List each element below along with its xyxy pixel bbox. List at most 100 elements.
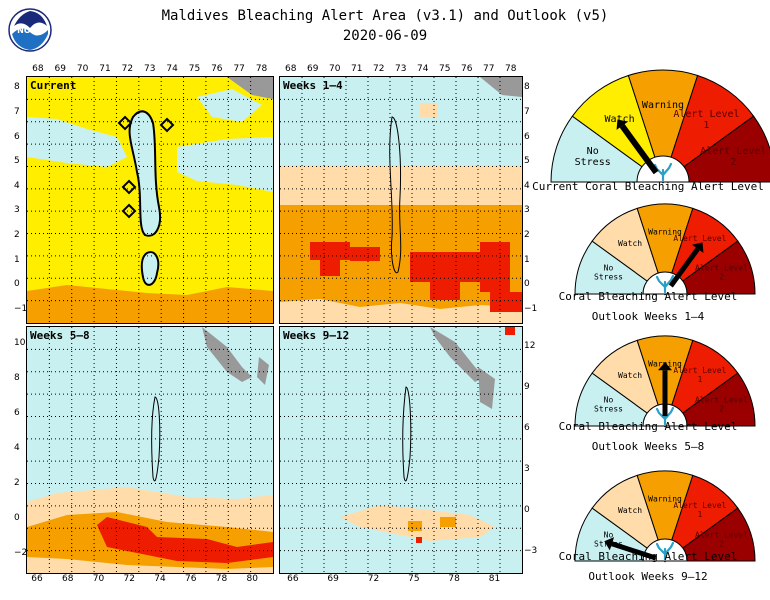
page-title: Maldives Bleaching Alert Area (v3.1) and… [161, 8, 609, 24]
gauge-label-watch: Watch [618, 371, 642, 380]
top-tick-label: 76 [211, 64, 223, 74]
top-tick-label: 72 [121, 64, 134, 74]
bottom-tick-label: 68 [61, 574, 74, 584]
left-tick-label: 5 [14, 156, 20, 167]
gauge-segment-alert2 [663, 240, 756, 295]
top-tick-label: 73 [144, 64, 156, 74]
left-tick-label: 6 [14, 407, 20, 418]
left-tick-label: 7 [14, 106, 20, 117]
right-tick-label: 1 [524, 254, 530, 265]
gauge-label-alert2: Alert Level 2 [695, 264, 748, 282]
left-tick-label: 4 [14, 443, 20, 453]
gauge-segment-alert2 [663, 507, 756, 562]
right-tick-label: 3 [524, 205, 530, 216]
gauge-label-watch: Watch [618, 239, 642, 248]
coral-icon [653, 162, 673, 182]
bottom-tick-label: 81 [488, 574, 501, 584]
bottom-tick-label: 74 [154, 574, 166, 584]
gauge-label-warning: Warning [648, 495, 682, 504]
top-tick-label: 71 [99, 64, 111, 74]
gauge-pointer [611, 541, 657, 561]
gauge-pointer-head [658, 362, 672, 371]
top-tick-label: 74 [417, 64, 429, 74]
left-tick-label: 6 [14, 131, 20, 142]
gauge-label-alert2: Alert Level 2 [695, 531, 748, 549]
bottom-tick-label: 72 [123, 574, 135, 584]
right-tick-label: 0 [524, 279, 530, 290]
left-tick-label: 0 [14, 279, 20, 290]
top-tick-label: 68 [285, 64, 297, 74]
right-tick-label: 5 [524, 156, 530, 167]
coral-icon [655, 274, 675, 294]
gauge-pointer [668, 247, 700, 288]
gauge-pointer [619, 124, 659, 175]
left-tick-label: −2 [14, 548, 28, 559]
gauge-label-watch: Watch [604, 114, 634, 125]
top-tick-label: 70 [329, 64, 341, 74]
gauge-pointer-head [604, 537, 615, 551]
right-tick-label: 4 [524, 180, 530, 191]
gauge-caption-outlook: Outlook Weeks 5–8 [591, 440, 705, 453]
top-tick-label: 72 [373, 64, 385, 74]
top-tick-label: 71 [351, 64, 363, 74]
bottom-tick-label: 72 [367, 574, 380, 584]
top-tick-label: 69 [54, 64, 66, 74]
left-tick-label: 1 [14, 254, 20, 265]
left-tick-label: 2 [14, 478, 20, 489]
date-label: 2020-06-09 [342, 28, 428, 44]
svg-text:NOAA: NOAA [17, 26, 43, 35]
left-tick-label: 4 [14, 180, 20, 191]
gauge-caption-outlook: Outlook Weeks 1–4 [591, 310, 705, 323]
top-tick-label: 77 [233, 64, 245, 74]
top-tick-label: 70 [76, 64, 89, 74]
top-tick-label: 75 [188, 64, 201, 74]
top-tick-label: 76 [461, 64, 473, 74]
bottom-tick-label: 70 [92, 574, 105, 584]
map-panel-weeks-9-12: Weeks 9–12 [279, 326, 523, 574]
gauge-label-alert2: Alert Level 2 [695, 396, 748, 414]
gauge-caption: Coral Bleaching Alert Level [558, 420, 738, 433]
top-tick-label: 77 [483, 64, 495, 74]
right-tick-label: 2 [524, 229, 530, 240]
right-tick-label: 6 [524, 131, 530, 142]
map-panel-weeks-5-8: Weeks 5–8 [26, 326, 274, 574]
right-tick-label: 6 [524, 422, 530, 433]
gauge-label-watch: Watch [618, 506, 642, 515]
map-panel-weeks-1-4: Weeks 1–4 [279, 76, 523, 324]
right-tick-label: −1 [524, 303, 538, 314]
left-tick-label: 2 [14, 229, 20, 240]
gauge-caption: Current Coral Bleaching Alert Level [532, 180, 764, 193]
gauge-caption: Coral Bleaching Alert Level [558, 290, 738, 303]
map-panel-current: Current [26, 76, 274, 324]
top-tick-label: 78 [255, 64, 268, 74]
gauge-pointer-head [692, 242, 704, 253]
panel-label-weeks-9-12: Weeks 9–12 [283, 329, 350, 342]
gauge-caption-outlook: Outlook Weeks 9–12 [588, 570, 708, 583]
panel-label-weeks-1-4: Weeks 1–4 [283, 79, 343, 92]
noaa-logo: NOAA [8, 8, 52, 52]
right-tick-label: 7 [524, 106, 530, 117]
gauge-pointer-head [616, 119, 628, 130]
coral-icon [655, 406, 675, 426]
coral-icon [655, 541, 675, 561]
gauge-label-warning: Warning [642, 100, 684, 111]
left-tick-label: 8 [14, 82, 20, 93]
bottom-tick-label: 78 [215, 574, 228, 584]
top-tick-label: 73 [395, 64, 407, 74]
left-tick-label: −1 [14, 303, 28, 314]
left-tick-label: 0 [14, 513, 20, 524]
bottom-tick-label: 76 [184, 574, 197, 584]
bottom-tick-label: 78 [448, 574, 460, 584]
top-tick-label: 74 [166, 64, 178, 74]
bottom-tick-label: 66 [287, 574, 299, 584]
